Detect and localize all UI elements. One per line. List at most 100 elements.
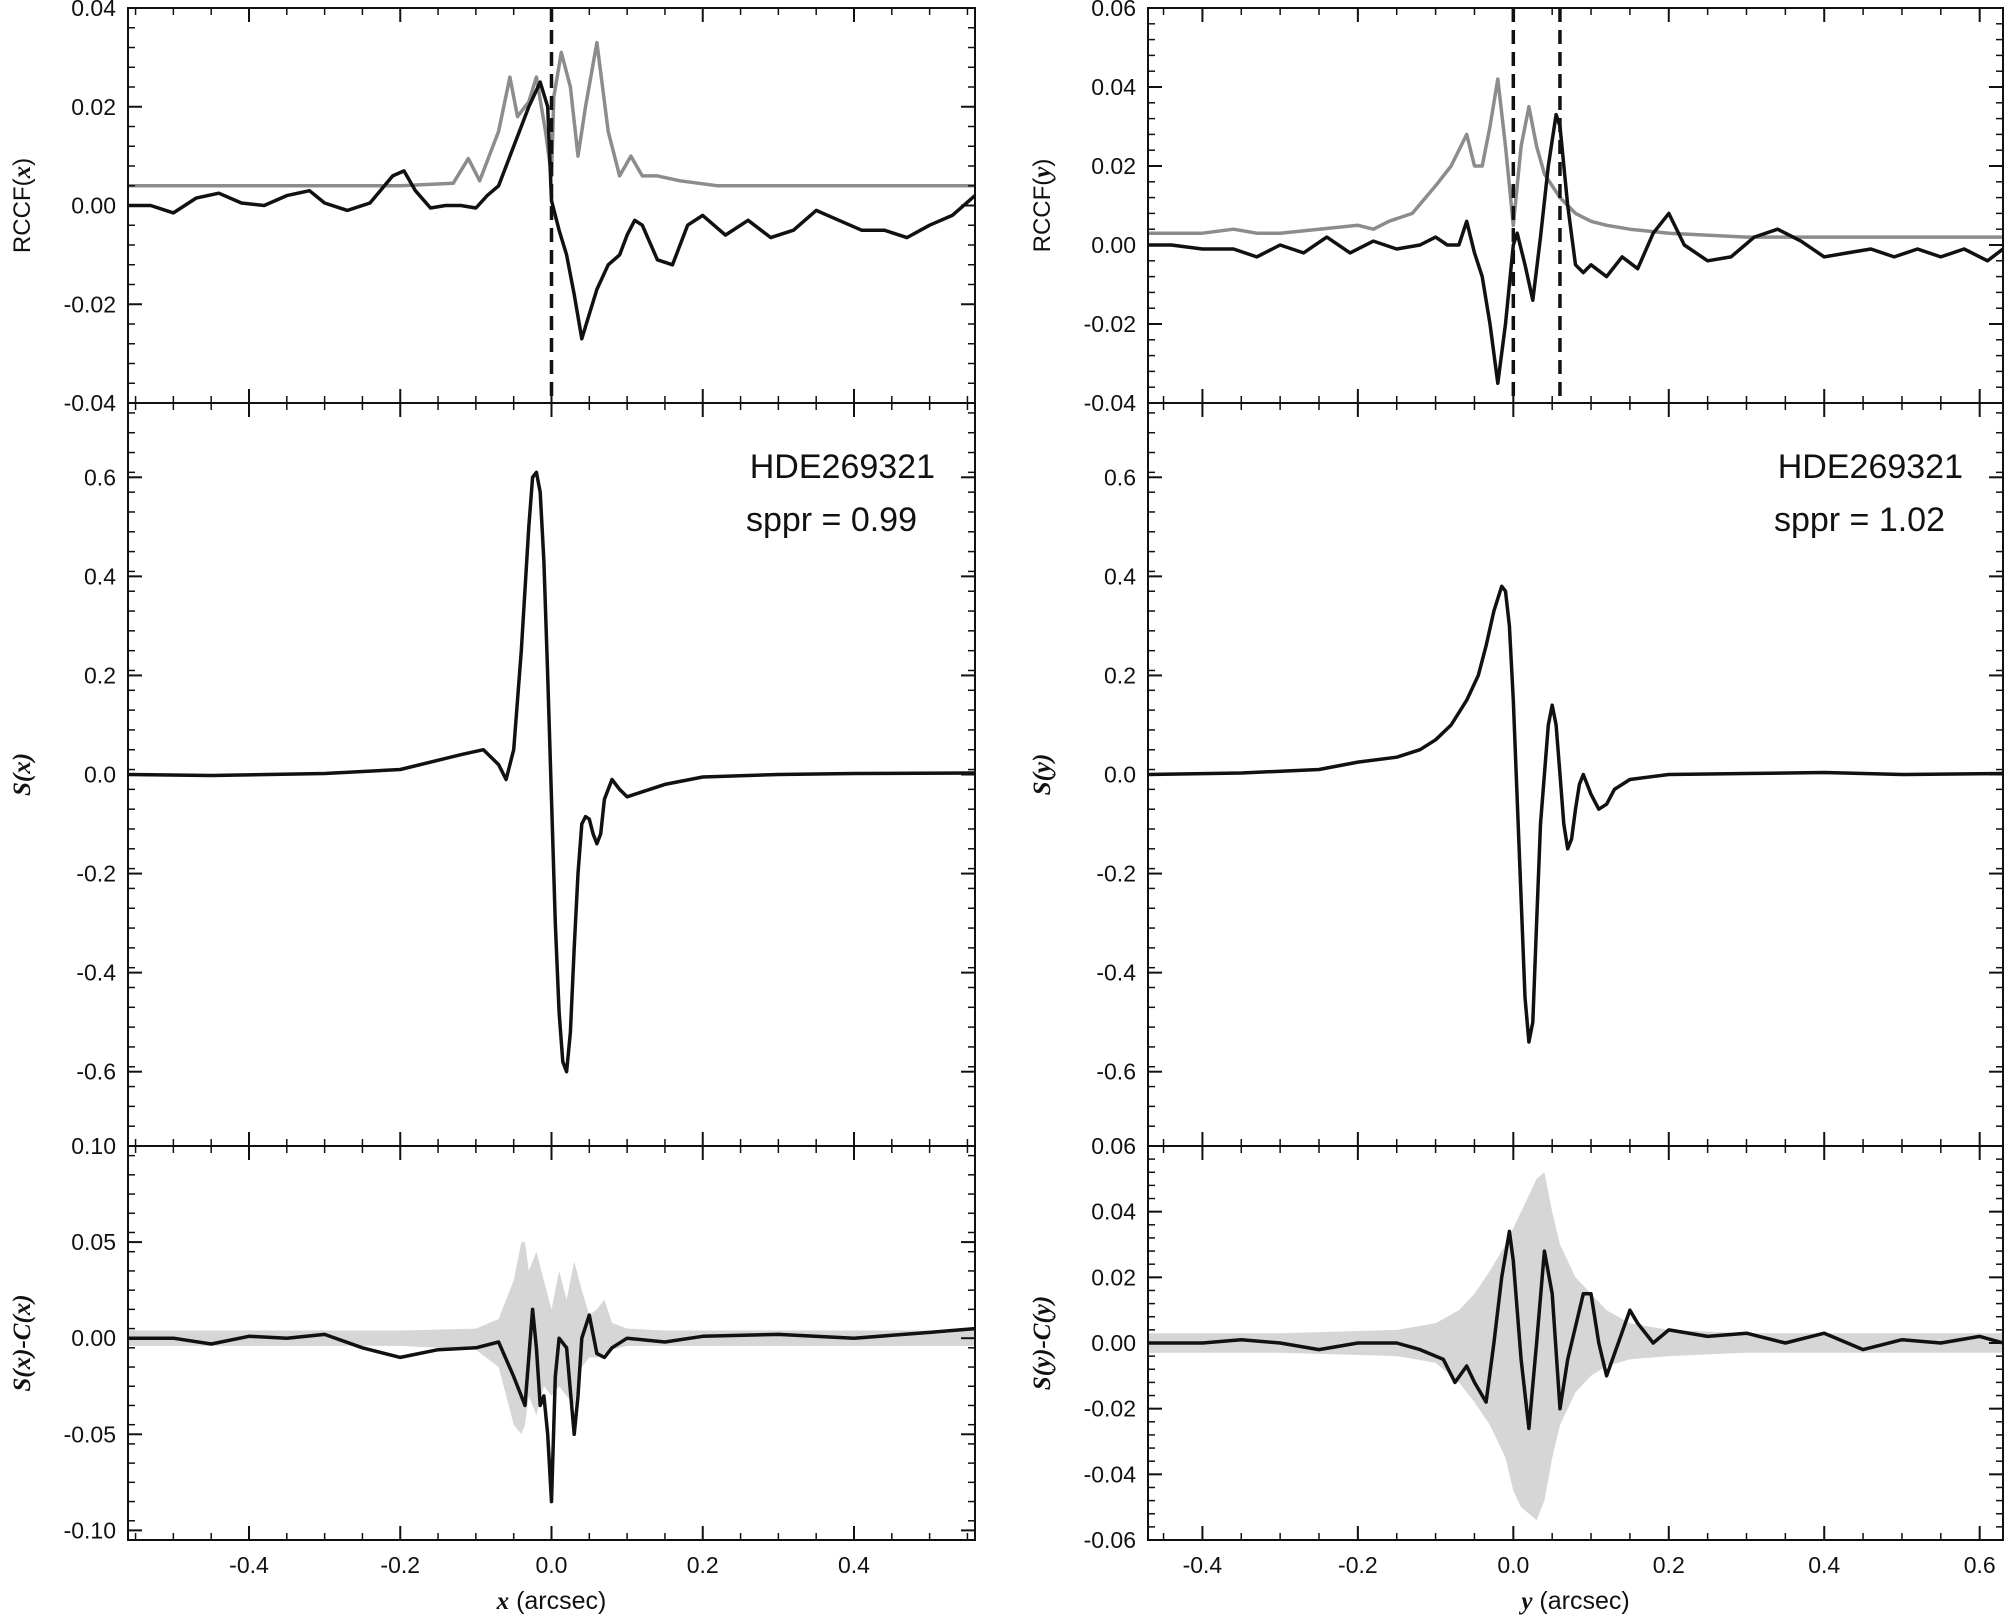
y-tick-label: -0.6: [76, 1059, 116, 1085]
y-axis-label-var: x: [9, 166, 36, 180]
y-axis-label-var: y: [1029, 166, 1056, 181]
y-axis-label-var: S(x): [9, 753, 36, 796]
y-axis-label-var: S(y): [1029, 754, 1056, 796]
series-line-black: [128, 1307, 975, 1504]
series-line-gray: [128, 40, 975, 188]
y-tick-label: 0.00: [1091, 232, 1136, 258]
series-line-black: [128, 470, 975, 1074]
y-tick-label: 0.04: [71, 0, 116, 21]
panel-x-residual: -0.10 -0.05 0.00 0.05 0.10 S(x)-C(x): [9, 1133, 976, 1543]
y-tick-label: 0.00: [71, 1325, 116, 1351]
y-axis-label: RCCF(y): [1029, 159, 1056, 253]
plot-area: [128, 1242, 975, 1504]
x-tick-label: -0.4: [1183, 1552, 1223, 1578]
y-tick-label: -0.2: [1096, 861, 1136, 887]
series-line-black: [1148, 1229, 2003, 1431]
x-tick-label: 0.6: [1964, 1552, 1996, 1578]
y-tick-label: 0.0: [1104, 762, 1136, 788]
x-tick-label: 0.4: [838, 1552, 870, 1578]
series-line-black: [128, 80, 975, 341]
y-axis-label-var: S(y)-C(y): [1029, 1296, 1056, 1390]
x-tick-label: 0.0: [1497, 1552, 1529, 1578]
y-tick-label: -0.2: [76, 861, 116, 887]
x-axis-label-var: x: [496, 1588, 510, 1615]
y-tick-label: -0.04: [1084, 1461, 1137, 1487]
uncertainty-band: [128, 1242, 975, 1435]
plot-area: [1148, 584, 2003, 1044]
y-tick-label: -0.02: [64, 291, 116, 317]
chart-x: -0.04-0.020.000.020.04RCCF(x)-0.6-0.4-0.…: [9, 0, 976, 1615]
y-tick-label: 0.04: [1091, 1199, 1136, 1225]
panel-y-residual: -0.06 -0.04 -0.02 0.00 0.02 0.04 0.06 S(y)-C(y): [1029, 1133, 2004, 1553]
x-tick-label: 0.2: [1653, 1552, 1685, 1578]
plot-area: [1148, 77, 2003, 386]
y-tick-label: 0.02: [1091, 1264, 1136, 1290]
panel-x-signal: -0.6 -0.4 -0.2 0.0 0.2 0.4 0.6 S(x) HDE269321 spp…: [9, 402, 976, 1147]
x-tick-label: -0.2: [380, 1552, 420, 1578]
y-tick-label: -0.4: [1096, 960, 1136, 986]
plot-area: [128, 470, 975, 1074]
y-tick-label: -0.02: [1084, 1396, 1136, 1422]
y-tick-label: -0.04: [1084, 390, 1137, 416]
y-axis-label-prefix: RCCF(: [9, 178, 36, 253]
y-tick-label: -0.06: [1084, 1527, 1136, 1553]
y-tick-label: 0.2: [84, 662, 116, 688]
y-axis-label: S(x)-C(x): [9, 1294, 36, 1391]
y-tick-label: 0.10: [71, 1133, 116, 1159]
y-axis-label-suffix: ): [9, 158, 36, 166]
target-name: HDE269321: [1778, 448, 1963, 486]
x-tick-label: 0.2: [687, 1552, 719, 1578]
uncertainty-band: [1148, 1172, 2003, 1521]
x-axis-label: x (arcsec): [496, 1587, 607, 1615]
sppr-value: sppr = 0.99: [746, 501, 917, 539]
y-axis-label: S(y): [1029, 754, 1056, 796]
y-tick-label: 0.0: [84, 762, 116, 788]
plot-area: [1148, 1172, 2003, 1521]
x-tick-label: 0.0: [536, 1552, 568, 1578]
y-axis-label: S(y)-C(y): [1029, 1296, 1056, 1390]
y-tick-label: -0.02: [1084, 311, 1136, 337]
y-tick-label: 0.06: [1091, 0, 1136, 21]
y-tick-label: -0.05: [64, 1421, 116, 1447]
y-axis-label: S(x): [9, 753, 36, 796]
y-tick-label: 0.05: [71, 1229, 116, 1255]
sppr-value: sppr = 1.02: [1774, 501, 1945, 539]
x-axis-label-unit: (arcsec): [1532, 1587, 1629, 1615]
x-tick-label: -0.4: [229, 1552, 269, 1578]
y-tick-label: 0.4: [84, 563, 116, 589]
y-axis-label-suffix: ): [1029, 159, 1056, 167]
series-line-black: [1148, 584, 2003, 1044]
y-tick-label: 0.00: [71, 193, 116, 219]
y-tick-label: -0.04: [64, 390, 117, 416]
y-tick-label: 0.4: [1104, 563, 1136, 589]
panel-frame: [1147, 7, 2004, 404]
y-tick-label: 0.6: [84, 464, 116, 490]
y-tick-label: 0.04: [1091, 74, 1136, 100]
y-tick-label: -0.4: [76, 960, 116, 986]
y-tick-label: 0.06: [1091, 1133, 1136, 1159]
y-tick-label: 0.6: [1104, 464, 1136, 490]
chart-y: -0.04-0.020.000.020.040.06RCCF(y)-0.6-0.…: [1029, 0, 2004, 1615]
series-line-black: [1148, 112, 2003, 386]
x-tick-label: 0.4: [1808, 1552, 1840, 1578]
y-tick-label: -0.10: [64, 1517, 116, 1543]
panel-y-signal: -0.6 -0.4 -0.2 0.0 0.2 0.4 0.6 S(y) HDE269321 spp…: [1029, 402, 2004, 1147]
y-tick-label: 0.2: [1104, 662, 1136, 688]
y-tick-label: -0.6: [1096, 1059, 1136, 1085]
series-line-gray: [1148, 77, 2003, 239]
y-tick-label: 0.02: [1091, 153, 1136, 179]
x-axis-label-var: y: [1518, 1588, 1533, 1615]
y-tick-label: 0.02: [71, 94, 116, 120]
x-axis-label-unit: (arcsec): [509, 1587, 606, 1615]
x-tick-label: -0.2: [1338, 1552, 1378, 1578]
y-tick-label: 0.00: [1091, 1330, 1136, 1356]
y-axis-label: RCCF(x): [9, 158, 36, 253]
x-axis-label: y (arcsec): [1518, 1587, 1629, 1615]
panel-x-rccf: -0.04 -0.02 0.00 0.02 0.04 RCCF(x): [9, 0, 976, 416]
target-name: HDE269321: [750, 448, 935, 486]
y-axis-label-prefix: RCCF(: [1029, 178, 1056, 253]
panel-y-rccf: -0.04 -0.02 0.00 0.02 0.04 0.06 RCCF(y): [1029, 0, 2004, 416]
y-axis-label-var: S(x)-C(x): [9, 1294, 36, 1391]
plot-area: [128, 40, 975, 341]
